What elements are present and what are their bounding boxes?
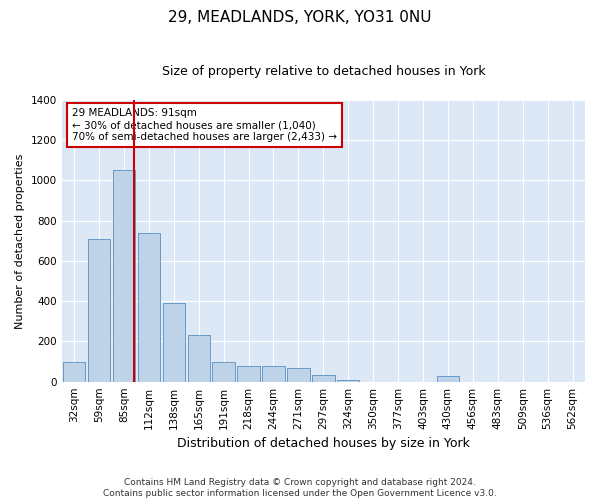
Y-axis label: Number of detached properties: Number of detached properties bbox=[15, 153, 25, 328]
Bar bbox=[163, 303, 185, 382]
Bar bbox=[188, 336, 210, 382]
X-axis label: Distribution of detached houses by size in York: Distribution of detached houses by size … bbox=[177, 437, 470, 450]
Text: Contains HM Land Registry data © Crown copyright and database right 2024.
Contai: Contains HM Land Registry data © Crown c… bbox=[103, 478, 497, 498]
Bar bbox=[238, 366, 260, 382]
Bar bbox=[312, 374, 335, 382]
Title: Size of property relative to detached houses in York: Size of property relative to detached ho… bbox=[161, 65, 485, 78]
Bar bbox=[88, 239, 110, 382]
Text: 29, MEADLANDS, YORK, YO31 0NU: 29, MEADLANDS, YORK, YO31 0NU bbox=[168, 10, 432, 25]
Bar bbox=[63, 362, 85, 382]
Bar bbox=[113, 170, 135, 382]
Text: 29 MEADLANDS: 91sqm
← 30% of detached houses are smaller (1,040)
70% of semi-det: 29 MEADLANDS: 91sqm ← 30% of detached ho… bbox=[72, 108, 337, 142]
Bar bbox=[137, 233, 160, 382]
Bar bbox=[437, 376, 459, 382]
Bar bbox=[262, 366, 285, 382]
Bar bbox=[287, 368, 310, 382]
Bar bbox=[212, 362, 235, 382]
Bar bbox=[337, 380, 359, 382]
